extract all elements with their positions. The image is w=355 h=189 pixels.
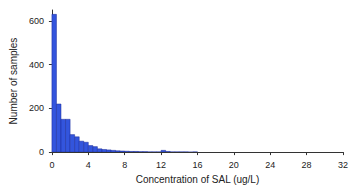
svg-text:Number of samples: Number of samples bbox=[8, 38, 19, 125]
svg-text:8: 8 bbox=[122, 160, 127, 170]
svg-text:4: 4 bbox=[86, 160, 91, 170]
svg-text:12: 12 bbox=[156, 160, 166, 170]
svg-text:32: 32 bbox=[338, 160, 348, 170]
svg-text:200: 200 bbox=[29, 103, 44, 113]
svg-text:600: 600 bbox=[29, 16, 44, 26]
svg-text:24: 24 bbox=[265, 160, 275, 170]
svg-text:Concentration of SAL (ug/L): Concentration of SAL (ug/L) bbox=[136, 174, 260, 185]
svg-text:28: 28 bbox=[302, 160, 312, 170]
svg-text:0: 0 bbox=[49, 160, 54, 170]
svg-text:0: 0 bbox=[39, 147, 44, 157]
svg-text:20: 20 bbox=[229, 160, 239, 170]
svg-text:400: 400 bbox=[29, 60, 44, 70]
svg-text:16: 16 bbox=[192, 160, 202, 170]
